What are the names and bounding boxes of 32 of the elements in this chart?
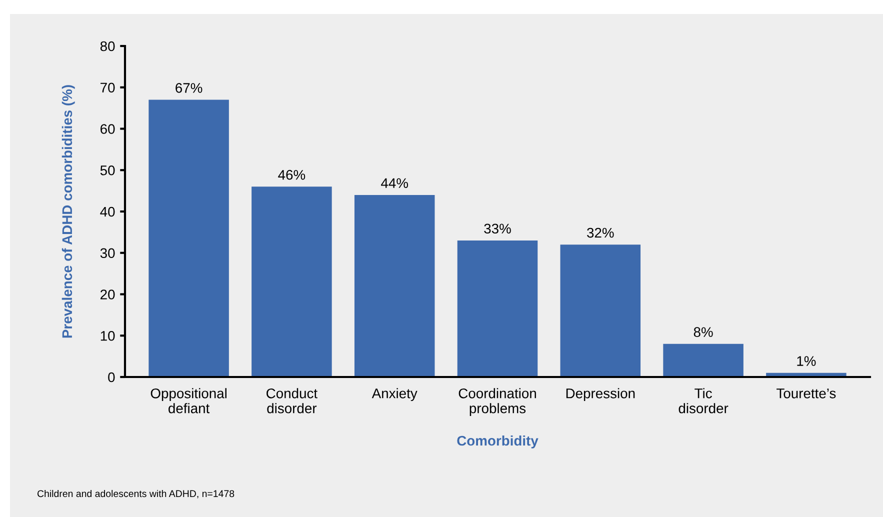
y-tick-label: 80 [100, 41, 115, 52]
data-label: 33% [484, 224, 511, 234]
y-tick-label: 50 [100, 165, 115, 176]
bar [663, 344, 744, 377]
y-tick-label: 20 [100, 290, 115, 300]
x-axis-title: Comorbidity [457, 435, 538, 448]
x-tick-label: Tourette’s [776, 388, 836, 398]
bar [148, 100, 229, 377]
y-tick-label: 40 [100, 206, 115, 217]
bar [354, 194, 435, 377]
data-label: 8% [694, 327, 713, 337]
x-tick-label: Coordination problems [458, 388, 536, 416]
y-tick-label: 0 [108, 372, 115, 382]
text: Children and adolescents with ADHD, n=1478 [37, 490, 234, 498]
data-label: 67% [176, 83, 202, 93]
bar [252, 186, 332, 377]
data-label: 1% [797, 356, 816, 366]
data-label: 44% [381, 178, 408, 188]
x-tick-label: Tic disorder [678, 388, 728, 414]
x-tick-label: Oppositional defiant [150, 388, 226, 414]
x-tick-label: Anxiety [372, 388, 418, 402]
y-tick-label: 60 [100, 124, 115, 134]
x-tick-label: Depression [566, 388, 635, 402]
y-tick-label: 30 [100, 248, 115, 258]
y-axis-title: Prevalence of ADHD comorbidities (%) [62, 85, 75, 338]
y-tick-label: 10 [100, 330, 115, 341]
data-label: 46% [278, 170, 306, 180]
bar [457, 240, 538, 377]
data-label: 32% [587, 228, 614, 238]
x-tick-label: Conduct disorder [266, 388, 318, 414]
bar [560, 244, 641, 377]
y-tick-label: 70 [100, 82, 115, 93]
